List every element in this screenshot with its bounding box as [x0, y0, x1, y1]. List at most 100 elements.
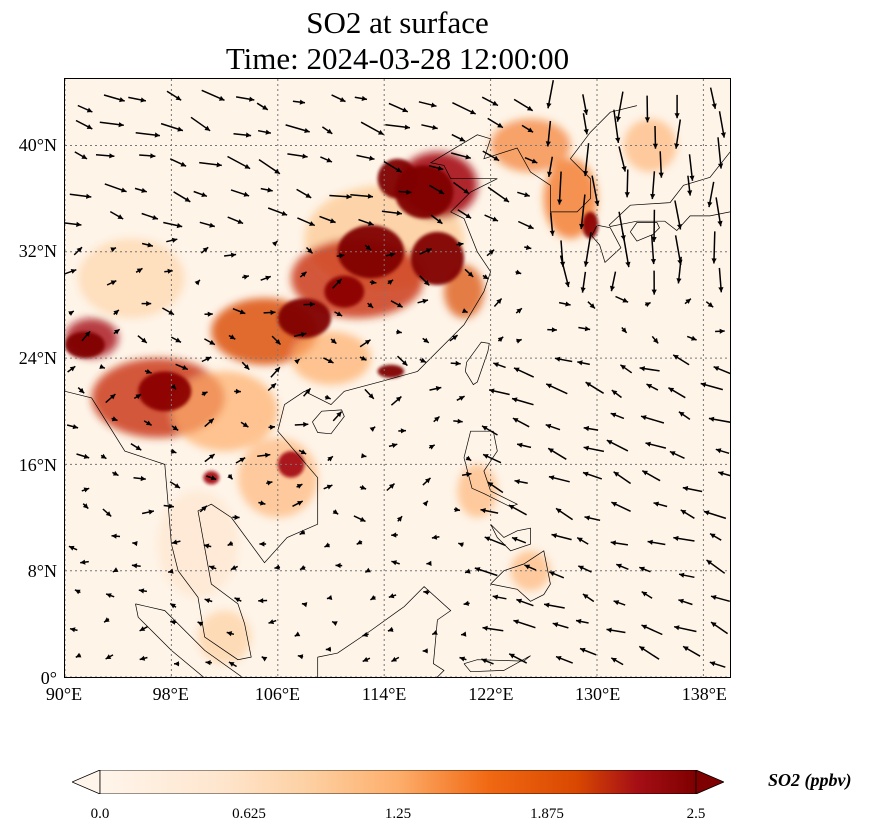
wind-arrow: [641, 624, 663, 636]
wind-arrow: [680, 509, 695, 519]
wind-arrow: [582, 113, 589, 135]
wind-arrow: [710, 621, 729, 635]
wind-arrow: [234, 597, 242, 603]
wind-arrow: [81, 330, 91, 342]
wind-arrow: [453, 418, 463, 424]
wind-arrow: [419, 357, 427, 363]
wind-arrow: [618, 146, 627, 172]
wind-arrow: [651, 270, 657, 295]
map-area: [64, 78, 731, 678]
wind-arrow: [487, 186, 510, 203]
wind-arrow: [227, 155, 251, 170]
wind-arrow: [106, 280, 117, 286]
wind-arrow: [549, 212, 555, 236]
wind-arrow: [579, 194, 586, 230]
wind-arrow: [513, 367, 535, 378]
wind-arrow: [132, 541, 138, 547]
wind-arrow: [76, 453, 90, 459]
wind-arrow: [658, 151, 664, 178]
lat-tick-label: 24°N: [18, 348, 57, 368]
wind-arrow: [163, 503, 174, 509]
wind-arrow: [644, 301, 651, 308]
wind-arrow: [514, 479, 528, 485]
wind-arrow: [428, 184, 445, 195]
wind-arrow: [164, 268, 173, 274]
wind-arrow: [511, 536, 527, 544]
wind-arrow: [75, 119, 93, 130]
wind-arrow: [398, 428, 407, 434]
lat-tick-label: 40°N: [18, 134, 57, 155]
wind-arrow: [482, 453, 502, 464]
wind-arrow: [463, 600, 470, 606]
wind-arrow: [227, 216, 244, 225]
wind-arrow: [170, 619, 177, 625]
wind-arrow: [543, 602, 565, 609]
wind-arrow: [492, 594, 507, 600]
wind-arrow: [423, 589, 430, 595]
wind-arrow: [135, 267, 143, 274]
wind-arrow: [674, 200, 683, 230]
wind-arrow: [606, 627, 626, 634]
wind-arrow: [170, 336, 182, 343]
colorbar-tick-label: 0.625: [232, 806, 266, 822]
wind-arrow: [190, 116, 211, 132]
wind-arrow: [100, 453, 107, 460]
wind-arrow: [268, 424, 276, 430]
wind-arrow: [484, 536, 506, 547]
wind-arrow: [325, 646, 332, 652]
wind-arrow: [493, 362, 506, 369]
wind-arrow: [99, 364, 106, 369]
wind-arrow: [299, 529, 306, 536]
wind-arrow: [169, 158, 187, 167]
lon-tick-label: 90°E: [45, 684, 83, 704]
wind-arrow: [429, 386, 442, 392]
wind-arrow: [327, 455, 334, 462]
wind-arrow: [390, 395, 402, 406]
wind-arrow: [615, 91, 624, 122]
wind-arrow: [381, 210, 402, 216]
wind-arrow: [194, 279, 201, 286]
wind-arrow: [516, 598, 534, 607]
wind-arrow: [256, 102, 269, 111]
wind-arrow: [718, 111, 726, 138]
wind-arrow: [143, 420, 152, 426]
wind-arrow: [548, 475, 570, 483]
wind-arrow: [515, 307, 523, 314]
wind-arrow: [511, 397, 534, 406]
wind-arrow: [610, 657, 624, 666]
wind-arrow: [650, 234, 656, 265]
wind-arrow: [582, 593, 595, 603]
wind-arrow: [449, 334, 459, 342]
wind-arrow: [204, 453, 216, 463]
wind-arrow: [583, 445, 605, 453]
wind-arrow: [465, 455, 472, 462]
wind-arrow: [388, 593, 397, 599]
wind-arrow: [610, 412, 625, 420]
wind-arrow: [80, 559, 89, 565]
wind-arrow: [68, 310, 75, 316]
wind-vectors: [65, 80, 730, 668]
wind-arrow: [577, 565, 592, 573]
wind-arrow: [364, 388, 375, 400]
wind-arrow: [112, 567, 119, 573]
wind-arrow: [611, 501, 631, 512]
wind-arrow: [169, 481, 181, 489]
gridlines: [65, 79, 730, 677]
wind-arrow: [706, 559, 726, 574]
wind-arrow: [69, 627, 78, 633]
wind-arrow: [297, 654, 304, 660]
wind-arrow: [709, 87, 717, 109]
wind-arrow: [717, 471, 730, 477]
wind-arrow: [512, 417, 530, 428]
wind-arrow: [105, 654, 114, 660]
wind-arrow: [546, 80, 555, 109]
wind-arrow: [109, 210, 124, 220]
so2-concentration-field: [65, 118, 677, 664]
wind-arrow: [330, 338, 337, 345]
wind-arrow: [585, 381, 604, 394]
wind-arrow: [560, 240, 566, 267]
wind-arrow: [294, 631, 301, 637]
wind-arrow: [621, 327, 628, 334]
wind-arrow: [672, 354, 690, 366]
wind-arrow: [103, 617, 110, 623]
